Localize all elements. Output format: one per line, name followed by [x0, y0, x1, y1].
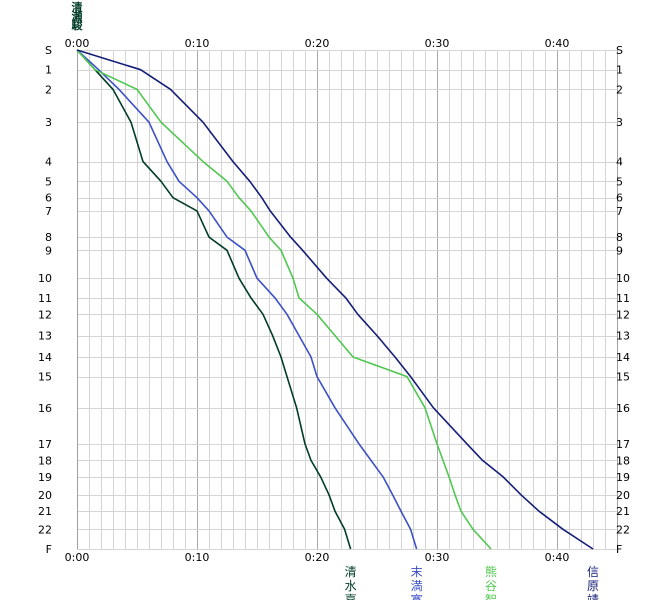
- y-tick-label-right: 20: [616, 489, 630, 502]
- y-tick-label-left: 1: [45, 64, 52, 77]
- y-tick-label-left: 9: [45, 244, 52, 257]
- y-tick-label-right: 3: [616, 116, 623, 129]
- runner-label-2: 末: [411, 565, 423, 579]
- top-runner-name-char: 清: [72, 0, 83, 14]
- y-tick-label-right: 19: [616, 471, 630, 484]
- y-tick-label-right: 15: [616, 371, 630, 384]
- y-tick-label-right: 5: [616, 175, 623, 188]
- y-tick-label-right: 21: [616, 505, 630, 518]
- y-tick-label-right: 11: [616, 292, 630, 305]
- runner-label-3: 智: [485, 592, 497, 600]
- y-tick-label-right: S: [616, 44, 623, 57]
- grid: [77, 50, 618, 550]
- x-tick-label-bottom: 0:10: [185, 551, 210, 564]
- runner-label-3: 谷: [485, 579, 497, 593]
- y-tick-label-right: 4: [616, 156, 623, 169]
- runner-label-2: 寛: [411, 592, 423, 600]
- series-line-3: [76, 49, 492, 550]
- y-tick-label-left: 6: [45, 192, 52, 205]
- y-tick-label-left: F: [46, 543, 52, 556]
- x-tick-label-top: 0:20: [305, 37, 330, 50]
- y-tick-label-left: 8: [45, 231, 52, 244]
- y-tick-label-left: 17: [38, 438, 52, 451]
- runner-label-4: 靖: [587, 593, 599, 600]
- y-tick-label-left: 11: [38, 292, 52, 305]
- y-tick-label-right: 14: [616, 351, 630, 364]
- y-tick-label-left: 15: [38, 371, 52, 384]
- y-tick-label-left: 22: [38, 523, 52, 536]
- y-tick-label-left: 2: [45, 83, 52, 96]
- x-tick-label-bottom: 0:20: [305, 551, 330, 564]
- y-tick-label-right: 22: [616, 523, 630, 536]
- x-tick-label-bottom: 0:40: [545, 551, 570, 564]
- y-tick-label-right: 10: [616, 272, 630, 285]
- x-tick-label-top: 0:00: [65, 37, 90, 50]
- x-tick-label-bottom: 0:00: [65, 551, 90, 564]
- y-tick-label-right: 7: [616, 205, 623, 218]
- y-tick-label-right: 16: [616, 402, 630, 415]
- x-tick-label-top: 0:10: [185, 37, 210, 50]
- y-tick-label-right: 6: [616, 192, 623, 205]
- runner-label-4: 信: [587, 565, 599, 579]
- y-tick-label-left: S: [45, 44, 52, 57]
- x-tick-label-top: 0:30: [425, 37, 450, 50]
- runner-label-4: 原: [587, 579, 599, 593]
- y-tick-label-left: 12: [38, 308, 52, 321]
- y-tick-label-left: 5: [45, 175, 52, 188]
- y-tick-label-right: F: [616, 543, 622, 556]
- y-tick-label-left: 21: [38, 505, 52, 518]
- axes: 0:00 0:00 0:10 0:10 0:20 0:20 0:30 0:30 0:40 0:40…: [38, 37, 630, 564]
- y-tick-label-left: 14: [38, 351, 52, 364]
- y-tick-label-right: 13: [616, 330, 630, 343]
- y-tick-label-left: 19: [38, 471, 52, 484]
- y-tick-label-right: 17: [616, 438, 630, 451]
- y-tick-label-left: 18: [38, 454, 52, 467]
- y-tick-label-left: 3: [45, 116, 52, 129]
- y-tick-label-right: 18: [616, 454, 630, 467]
- y-tick-label-left: 7: [45, 205, 52, 218]
- series-lines: [76, 49, 594, 550]
- y-tick-label-left: 20: [38, 489, 52, 502]
- y-tick-label-left: 4: [45, 156, 52, 169]
- top-runner-name-char: 瀬: [72, 9, 83, 23]
- runner-label-1: 嘉: [345, 593, 357, 600]
- runner-label-2: 満: [411, 579, 423, 593]
- series-line-1: [76, 49, 352, 550]
- y-tick-label-left: 13: [38, 330, 52, 343]
- y-tick-label-left: 10: [38, 272, 52, 285]
- x-tick-label-top: 0:40: [545, 37, 570, 50]
- runner-label-1: 水: [345, 579, 357, 593]
- y-tick-label-left: 16: [38, 402, 52, 415]
- y-tick-label-right: 2: [616, 83, 623, 96]
- top-runner-name-char: 駿: [72, 18, 84, 32]
- y-tick-label-right: 9: [616, 244, 623, 257]
- x-tick-label-bottom: 0:30: [425, 551, 450, 564]
- y-tick-label-right: 1: [616, 64, 623, 77]
- series-line-4: [76, 49, 594, 550]
- runner-label-3: 熊: [485, 564, 497, 579]
- runner-label-1: 清: [345, 565, 357, 579]
- y-tick-label-right: 8: [616, 231, 623, 244]
- y-tick-label-right: 12: [616, 308, 630, 321]
- series-line-2: [76, 49, 418, 550]
